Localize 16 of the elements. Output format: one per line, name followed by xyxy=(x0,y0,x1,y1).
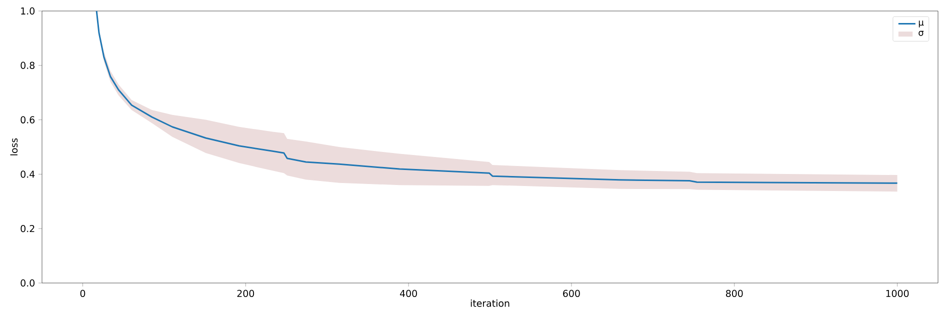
y-tick-label: 0.0 xyxy=(20,279,35,287)
y-tick-label: 0.8 xyxy=(20,62,34,69)
y-tick-label: 0.6 xyxy=(20,116,35,124)
y-axis-title: loss xyxy=(10,138,18,156)
legend-label: μ xyxy=(918,20,924,28)
x-tick-label: 0 xyxy=(80,290,86,298)
x-tick-label: 1000 xyxy=(886,290,909,298)
x-tick-label: 400 xyxy=(400,290,417,298)
y-tick-label: 0.2 xyxy=(20,225,34,232)
annotation: σ xyxy=(918,30,924,36)
x-tick-label: 800 xyxy=(726,290,743,298)
y-tick-label: 0.4 xyxy=(20,170,35,178)
x-axis-title: iteration xyxy=(470,300,510,307)
x-tick-label: 600 xyxy=(563,290,580,298)
y-tick-label: 1.0 xyxy=(21,7,35,15)
x-tick-label: 200 xyxy=(237,290,254,298)
